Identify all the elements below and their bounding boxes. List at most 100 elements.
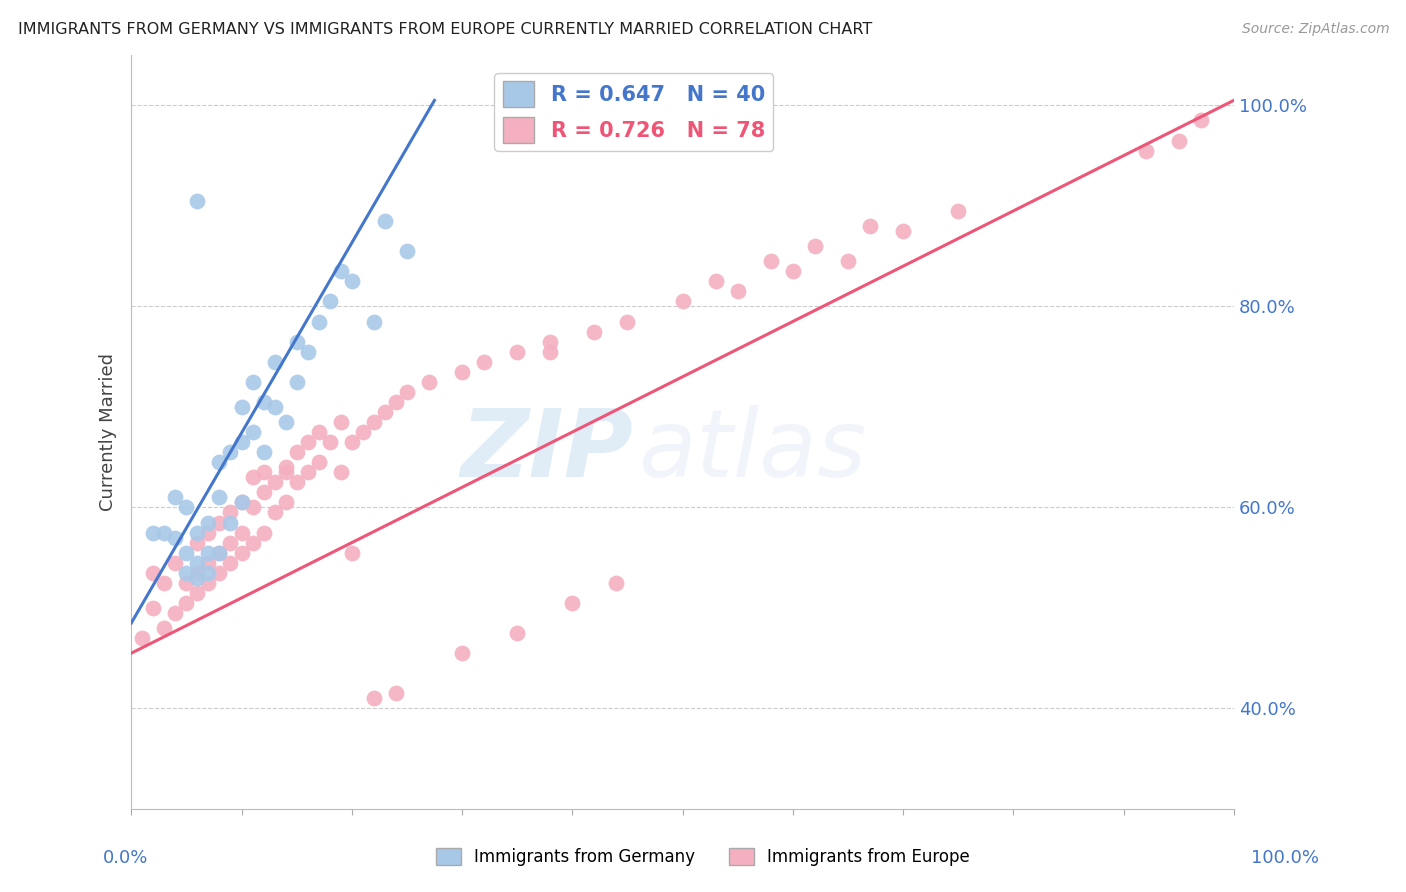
Point bbox=[297, 435, 319, 450]
Point bbox=[131, 631, 153, 645]
Point bbox=[231, 435, 253, 450]
Point bbox=[263, 400, 285, 414]
Point bbox=[340, 274, 363, 288]
Point bbox=[242, 425, 264, 439]
Point bbox=[208, 566, 231, 580]
Point bbox=[142, 525, 165, 540]
Point bbox=[208, 546, 231, 560]
Point bbox=[804, 239, 827, 253]
Point bbox=[418, 375, 440, 389]
Point bbox=[759, 254, 782, 268]
Point bbox=[285, 375, 308, 389]
Point bbox=[329, 415, 352, 429]
Point bbox=[176, 566, 198, 580]
Point bbox=[263, 355, 285, 369]
Point bbox=[219, 556, 242, 570]
Point bbox=[352, 425, 374, 439]
Legend: Immigrants from Germany, Immigrants from Europe: Immigrants from Germany, Immigrants from… bbox=[429, 841, 977, 873]
Point bbox=[297, 344, 319, 359]
Point bbox=[538, 344, 561, 359]
Point bbox=[506, 626, 529, 640]
Point bbox=[252, 525, 274, 540]
Point bbox=[153, 575, 176, 590]
Point bbox=[538, 334, 561, 349]
Point bbox=[231, 400, 253, 414]
Point bbox=[616, 314, 638, 328]
Point bbox=[274, 415, 297, 429]
Point bbox=[252, 465, 274, 479]
Point bbox=[318, 435, 340, 450]
Point bbox=[374, 214, 396, 228]
Point bbox=[308, 425, 330, 439]
Point bbox=[1135, 144, 1157, 158]
Point bbox=[197, 525, 219, 540]
Point bbox=[208, 546, 231, 560]
Text: IMMIGRANTS FROM GERMANY VS IMMIGRANTS FROM EUROPE CURRENTLY MARRIED CORRELATION : IMMIGRANTS FROM GERMANY VS IMMIGRANTS FR… bbox=[18, 22, 873, 37]
Point bbox=[274, 888, 297, 892]
Point bbox=[242, 470, 264, 484]
Point bbox=[583, 325, 606, 339]
Point bbox=[153, 525, 176, 540]
Point bbox=[297, 465, 319, 479]
Point bbox=[219, 506, 242, 520]
Point bbox=[274, 465, 297, 479]
Point bbox=[242, 375, 264, 389]
Point bbox=[340, 435, 363, 450]
Point bbox=[242, 535, 264, 549]
Point bbox=[395, 384, 418, 399]
Point bbox=[219, 516, 242, 530]
Y-axis label: Currently Married: Currently Married bbox=[100, 353, 117, 511]
Point bbox=[285, 475, 308, 490]
Point bbox=[219, 445, 242, 459]
Point bbox=[671, 294, 693, 309]
Point bbox=[274, 460, 297, 475]
Point bbox=[274, 495, 297, 509]
Point bbox=[197, 566, 219, 580]
Point bbox=[231, 525, 253, 540]
Point bbox=[308, 455, 330, 469]
Point bbox=[252, 485, 274, 500]
Point bbox=[285, 334, 308, 349]
Point bbox=[318, 294, 340, 309]
Point bbox=[186, 535, 208, 549]
Point bbox=[242, 500, 264, 515]
Point bbox=[506, 344, 529, 359]
Point bbox=[308, 314, 330, 328]
Point bbox=[165, 556, 187, 570]
Point bbox=[340, 546, 363, 560]
Point bbox=[385, 395, 408, 409]
Point bbox=[186, 525, 208, 540]
Text: ZIP: ZIP bbox=[460, 405, 633, 497]
Point bbox=[727, 285, 749, 299]
Point bbox=[186, 194, 208, 208]
Point bbox=[231, 546, 253, 560]
Point bbox=[263, 475, 285, 490]
Point bbox=[176, 596, 198, 610]
Point bbox=[165, 491, 187, 505]
Point bbox=[252, 395, 274, 409]
Point bbox=[176, 500, 198, 515]
Point bbox=[219, 535, 242, 549]
Point bbox=[197, 516, 219, 530]
Point bbox=[472, 355, 495, 369]
Legend: R = 0.647   N = 40, R = 0.726   N = 78: R = 0.647 N = 40, R = 0.726 N = 78 bbox=[495, 73, 773, 151]
Point bbox=[1167, 134, 1189, 148]
Point bbox=[946, 203, 969, 218]
Point bbox=[176, 546, 198, 560]
Point bbox=[142, 566, 165, 580]
Point bbox=[153, 621, 176, 635]
Point bbox=[165, 531, 187, 545]
Point bbox=[395, 244, 418, 259]
Point bbox=[285, 445, 308, 459]
Point bbox=[363, 415, 385, 429]
Point bbox=[142, 601, 165, 615]
Point bbox=[197, 546, 219, 560]
Point bbox=[165, 606, 187, 620]
Point bbox=[561, 596, 583, 610]
Point bbox=[329, 264, 352, 278]
Point bbox=[186, 566, 208, 580]
Point bbox=[186, 586, 208, 600]
Point bbox=[197, 575, 219, 590]
Point bbox=[837, 254, 859, 268]
Point bbox=[363, 691, 385, 706]
